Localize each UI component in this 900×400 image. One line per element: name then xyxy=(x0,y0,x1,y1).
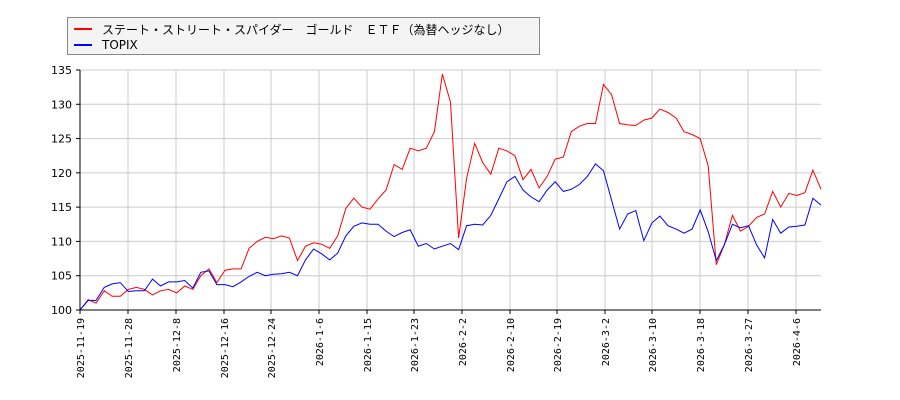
axes xyxy=(79,70,821,311)
y-tick-label: 110 xyxy=(51,235,72,248)
x-axis-ticks: 2025-11-19 2025-11-28 2025-12-8 2025-12-16 2… xyxy=(76,310,803,378)
x-tick-label: 2026-2-2 xyxy=(458,318,469,366)
legend-label: ステート・ストリート・スパイダー ゴールド ＥＴＦ（為替ヘッジなし） xyxy=(102,22,510,37)
x-tick-label: 2025-12-16 xyxy=(220,318,231,378)
x-tick-label: 2026-3-27 xyxy=(744,318,755,372)
x-tick-label: 2026-3-2 xyxy=(601,318,612,366)
x-tick-label: 2026-2-19 xyxy=(553,318,564,372)
series-lines xyxy=(79,73,822,311)
legend-label: TOPIX xyxy=(102,38,138,52)
series-gold-etf-line xyxy=(79,73,822,311)
legend-swatch-blue xyxy=(74,44,92,46)
y-tick-label: 100 xyxy=(51,304,72,317)
y-tick-label: 115 xyxy=(51,201,72,214)
x-tick-label: 2026-1-15 xyxy=(363,318,374,372)
y-tick-label: 130 xyxy=(51,98,72,111)
y-axis-ticks: 100 105 110 115 120 125 130 135 xyxy=(51,64,80,317)
x-tick-label: 2025-12-8 xyxy=(172,318,183,372)
x-tick-label: 2025-12-24 xyxy=(267,318,278,378)
x-tick-label: 2026-1-23 xyxy=(410,318,421,372)
x-tick-label: 2026-1-6 xyxy=(315,318,326,366)
y-tick-label: 135 xyxy=(51,64,72,77)
x-tick-label: 2026-2-10 xyxy=(506,318,517,372)
grid-lines xyxy=(79,69,821,311)
legend-item-topix: TOPIX xyxy=(74,38,138,52)
legend-swatch-red xyxy=(74,28,92,30)
x-tick-label: 2025-11-19 xyxy=(76,318,87,378)
x-tick-label: 2025-11-28 xyxy=(124,318,135,378)
x-tick-label: 2026-3-18 xyxy=(696,318,707,372)
y-tick-label: 125 xyxy=(51,133,72,146)
legend-item-gold-etf: ステート・ストリート・スパイダー ゴールド ＥＴＦ（為替ヘッジなし） xyxy=(74,22,510,37)
legend: ステート・ストリート・スパイダー ゴールド ＥＴＦ（為替ヘッジなし） TOPIX xyxy=(67,17,540,55)
x-tick-label: 2026-3-10 xyxy=(648,318,659,372)
x-tick-label: 2026-4-6 xyxy=(792,318,803,366)
y-tick-label: 120 xyxy=(51,167,72,180)
y-tick-label: 105 xyxy=(51,270,72,283)
series-topix-line xyxy=(79,163,822,311)
